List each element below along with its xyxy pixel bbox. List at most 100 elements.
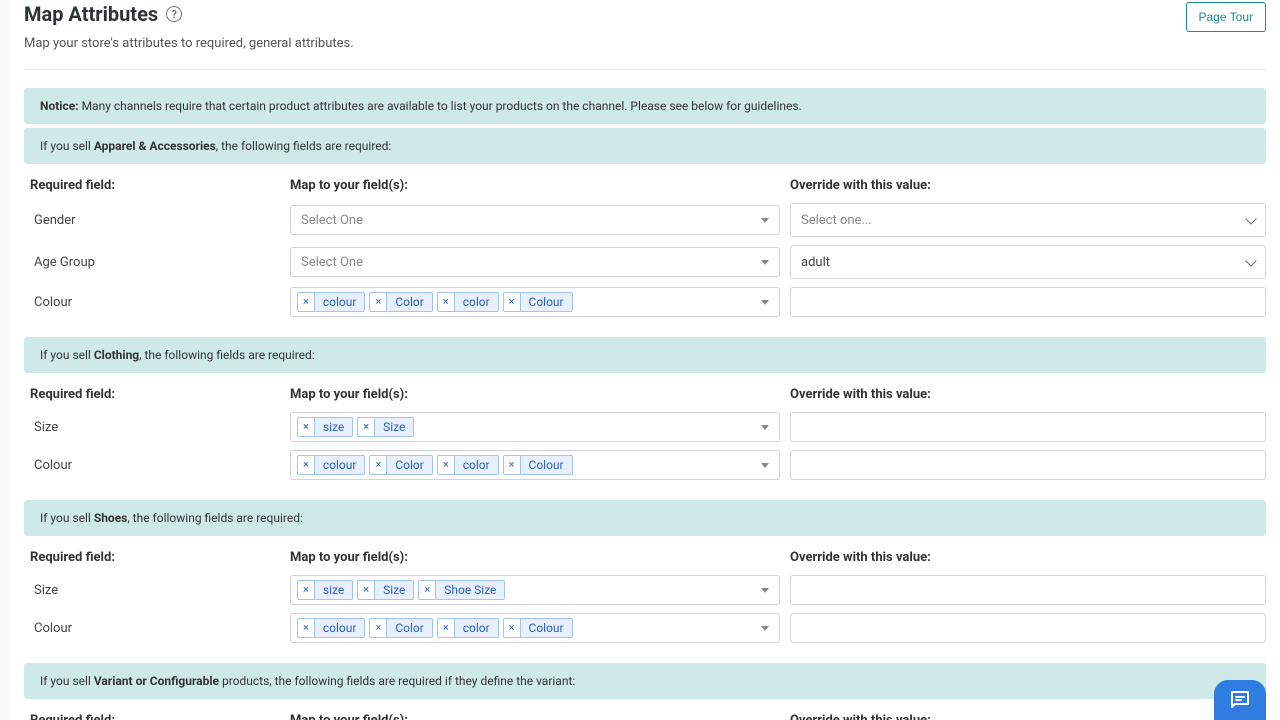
tag: ×color [437,292,499,312]
page-title: Map Attributes [24,2,158,26]
override-input-wrap [790,575,1266,605]
field-row: Gender Select One Select one... [24,199,1266,241]
column-header: Map to your field(s): [290,550,780,565]
tag: ×Colour [503,618,573,638]
column-header: Required field: [30,387,280,402]
tag-remove-icon[interactable]: × [370,619,387,637]
select-value: adult [801,255,830,270]
tag-label: Color [387,619,431,637]
tag: ×colour [297,618,365,638]
tag-remove-icon[interactable]: × [419,581,436,599]
chevron-down-icon [761,626,769,631]
tag-label: colour [315,619,365,637]
tag-label: Size [375,581,413,599]
chevron-down-icon [761,260,769,265]
map-multiselect[interactable]: ×colour×Color×color×Colour [290,450,780,480]
page-tour-button[interactable]: Page Tour [1186,2,1267,32]
notice-text: Many channels require that certain produ… [82,99,802,113]
tag: ×Size [357,580,414,600]
column-headers: Required field:Map to your field(s):Over… [24,536,1266,571]
override-select[interactable]: adult [790,245,1266,279]
tag-remove-icon[interactable]: × [504,619,521,637]
field-label: Size [30,583,280,598]
tag-label: size [315,418,352,436]
column-headers: Required field: Map to your field(s): Over… [24,699,1266,720]
tag-remove-icon[interactable]: × [370,293,387,311]
map-multiselect[interactable]: ×colour×Color×color×Colour [290,613,780,643]
section-banner: If you sell Clothing, the following fiel… [24,337,1266,373]
column-headers: Required field: Map to your field(s): Over… [24,164,1266,199]
chat-widget[interactable] [1214,680,1266,720]
column-header: Override with this value: [790,387,1266,402]
chevron-down-icon [761,463,769,468]
tag-remove-icon[interactable]: × [298,293,315,311]
override-input-wrap [790,412,1266,442]
column-headers: Required field:Map to your field(s):Over… [24,373,1266,408]
tag-remove-icon[interactable]: × [370,456,387,474]
tag: ×size [297,417,353,437]
chevron-down-icon [1245,213,1256,224]
tag-label: Size [375,418,413,436]
override-input-wrap [790,613,1266,643]
tag: ×color [437,455,499,475]
section-banner: If you sell Variant or Configurable prod… [24,663,1266,699]
field-label: Gender [30,213,280,228]
chevron-down-icon [761,425,769,430]
override-select[interactable]: Select one... [790,203,1266,237]
tag-label: colour [315,293,365,311]
field-row: Colour×colour×Color×color×Colour [24,283,1266,321]
page-subtitle: Map your store's attributes to required,… [24,36,354,51]
tag-label: colour [315,456,365,474]
tag-label: Colour [521,619,572,637]
help-icon[interactable]: ? [166,6,182,22]
tag-remove-icon[interactable]: × [298,581,315,599]
field-row: Colour×colour×Color×color×Colour [24,609,1266,647]
map-multiselect[interactable]: ×colour×Color×color×Colour [290,287,780,317]
tag-remove-icon[interactable]: × [504,293,521,311]
override-input[interactable] [801,413,1255,441]
tag-remove-icon[interactable]: × [358,581,375,599]
column-header: Map to your field(s): [290,178,780,193]
tag-remove-icon[interactable]: × [504,456,521,474]
chevron-down-icon [761,218,769,223]
column-header: Required field: [30,713,280,720]
tag-label: Shoe Size [436,581,504,599]
column-header: Override with this value: [790,713,1266,720]
section-banner: If you sell Shoes, the following fields … [24,500,1266,536]
tag-label: Color [387,293,431,311]
map-select[interactable]: Select One [290,205,780,235]
override-input-wrap [790,450,1266,480]
override-input[interactable] [801,288,1255,316]
column-header: Required field: [30,178,280,193]
notice-box: Notice: Many channels require that certa… [24,88,1266,124]
override-input[interactable] [801,614,1255,642]
tag-remove-icon[interactable]: × [358,418,375,436]
chat-icon [1228,688,1252,712]
map-multiselect[interactable]: ×size×Size×Shoe Size [290,575,780,605]
column-header: Map to your field(s): [290,713,780,720]
select-value: Select one... [801,213,872,228]
field-row: Size×size×Size×Shoe Size [24,571,1266,609]
tag-label: color [455,293,498,311]
map-multiselect[interactable]: ×size×Size [290,412,780,442]
override-input[interactable] [801,451,1255,479]
map-select[interactable]: Select One [290,247,780,277]
chevron-down-icon [761,588,769,593]
tag-remove-icon[interactable]: × [298,619,315,637]
tag-remove-icon[interactable]: × [438,293,455,311]
field-label: Size [30,420,280,435]
chevron-down-icon [761,300,769,305]
tag-remove-icon[interactable]: × [298,418,315,436]
tag-remove-icon[interactable]: × [298,456,315,474]
override-input[interactable] [801,576,1255,604]
select-value: Select One [301,213,363,228]
section-banner: If you sell Apparel & Accessories, the f… [24,128,1266,164]
tag-label: color [455,619,498,637]
column-header: Override with this value: [790,178,1266,193]
tag: ×Colour [503,455,573,475]
tag: ×size [297,580,353,600]
tag-remove-icon[interactable]: × [438,456,455,474]
tag-remove-icon[interactable]: × [438,619,455,637]
override-input-wrap [790,287,1266,317]
notice-label: Notice: [40,99,79,113]
